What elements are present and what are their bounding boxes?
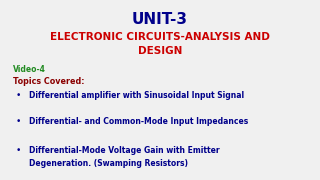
Text: Video-4: Video-4 [12, 65, 45, 74]
Text: •: • [16, 146, 21, 155]
Text: DESIGN: DESIGN [138, 46, 182, 56]
Text: Differential-Mode Voltage Gain with Emitter
Degeneration. (Swamping Resistors): Differential-Mode Voltage Gain with Emit… [29, 146, 220, 168]
Text: •: • [16, 117, 21, 126]
Text: •: • [16, 91, 21, 100]
Text: Differential amplifier with Sinusoidal Input Signal: Differential amplifier with Sinusoidal I… [29, 91, 244, 100]
Text: ELECTRONIC CIRCUITS-ANALYSIS AND: ELECTRONIC CIRCUITS-ANALYSIS AND [50, 32, 270, 42]
Text: Differential- and Common-Mode Input Impedances: Differential- and Common-Mode Input Impe… [29, 117, 249, 126]
Text: UNIT-3: UNIT-3 [132, 12, 188, 27]
Text: Topics Covered:: Topics Covered: [12, 77, 84, 86]
